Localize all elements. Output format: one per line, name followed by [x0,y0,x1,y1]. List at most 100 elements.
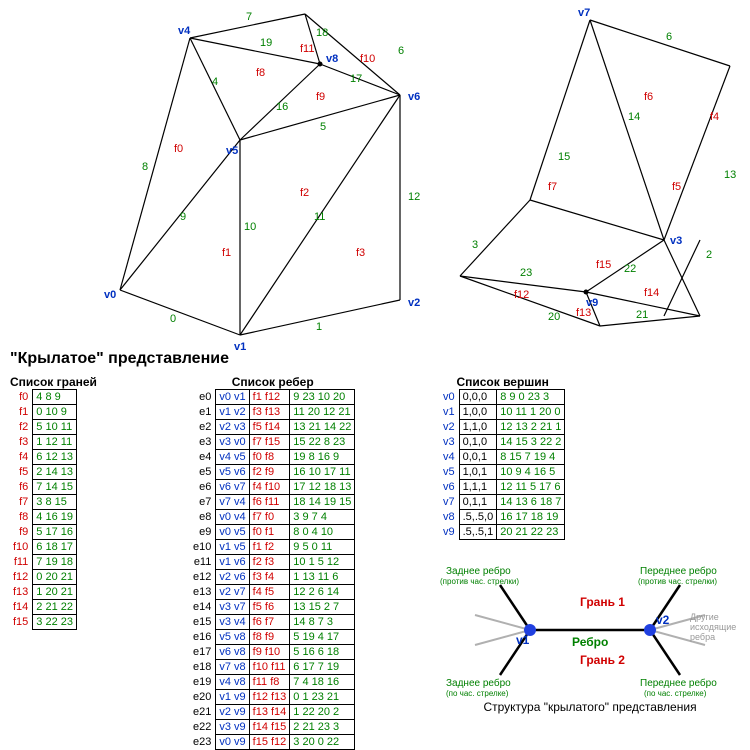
svg-text:f6: f6 [644,91,653,103]
vert-edges: 14 13 6 18 7 [497,495,565,510]
edges-table: e0v0 v1f1 f129 23 10 20e1v1 v2f3 f1311 2… [190,389,355,750]
edge-verts: v0 v9 [216,735,249,750]
edge-faces: f2 f9 [249,465,290,480]
svg-text:v4: v4 [178,25,191,37]
svg-text:f2: f2 [300,187,309,199]
table-row: v61,1,112 11 5 17 6 [440,480,565,495]
svg-text:16: 16 [276,101,288,113]
edge-verts: v5 v8 [216,630,249,645]
edge-verts: v1 v6 [216,555,249,570]
struct-front-cw-sub: (по час. стрелке) [644,689,707,698]
edge-faces: f1 f2 [249,540,290,555]
struct-back-cw-sub: (по час. стрелке) [446,689,509,698]
svg-text:14: 14 [628,111,640,123]
table-row: e19v4 v8f11 f87 4 18 16 [190,675,355,690]
vert-id: v0 [440,390,459,405]
table-row: f106 18 17 [10,540,77,555]
struct-other2: исходящие [690,622,736,632]
edge-id: e5 [190,465,216,480]
face-id: f10 [10,540,33,555]
verts-table: v00,0,08 9 0 23 3v11,0,010 11 1 20 0v21,… [440,389,565,540]
table-row: f73 8 15 [10,495,77,510]
edge-wings: 5 19 4 17 [290,630,355,645]
struct-face2: Грань 2 [580,653,625,667]
left-cube-diagram: v4v8v5v6v0v1v2 4718191617568910111201 f8… [0,0,430,350]
face-id: f4 [10,450,33,465]
face-id: f5 [10,465,33,480]
svg-text:v7: v7 [578,7,590,19]
svg-text:10: 10 [244,221,256,233]
edge-id: e20 [190,690,216,705]
svg-text:f7: f7 [548,181,557,193]
face-id: f14 [10,600,33,615]
vert-pos: 0,1,1 [459,495,497,510]
table-row: f31 12 11 [10,435,77,450]
svg-text:15: 15 [558,151,570,163]
table-row: f25 10 11 [10,420,77,435]
face-edges: 5 10 11 [33,420,77,435]
edge-wings: 8 0 4 10 [290,525,355,540]
table-row: e8v0 v4f7 f03 9 7 4 [190,510,355,525]
face-edges: 5 17 16 [33,525,77,540]
edge-faces: f7 f15 [249,435,290,450]
edge-wings: 17 12 18 13 [290,480,355,495]
edge-wings: 9 23 10 20 [290,390,355,405]
edge-wings: 14 8 7 3 [290,615,355,630]
table-row: v70,1,114 13 6 18 7 [440,495,565,510]
table-row: e21v2 v9f13 f141 22 20 2 [190,705,355,720]
face-edges: 2 14 13 [33,465,77,480]
edge-verts: v2 v6 [216,570,249,585]
vert-pos: 1,0,1 [459,465,497,480]
face-edges: 3 8 15 [33,495,77,510]
face-edges: 7 19 18 [33,555,77,570]
struct-face1: Грань 1 [580,595,625,609]
edge-wings: 12 2 6 14 [290,585,355,600]
edge-faces: f5 f6 [249,600,290,615]
table-row: v21,1,012 13 2 21 1 [440,420,565,435]
edge-id: e22 [190,720,216,735]
edge-faces: f0 f8 [249,450,290,465]
table-row: f153 22 23 [10,615,77,630]
table-row: e1v1 v2f3 f1311 20 12 21 [190,405,355,420]
edge-id: e23 [190,735,216,750]
edge-wings: 15 22 8 23 [290,435,355,450]
svg-text:19: 19 [260,37,272,49]
svg-text:5: 5 [320,121,326,133]
edge-wings: 1 22 20 2 [290,705,355,720]
vert-id: v4 [440,450,459,465]
table-row: e4v4 v5f0 f819 8 16 9 [190,450,355,465]
edge-id: e19 [190,675,216,690]
vert-pos: 1,1,1 [459,480,497,495]
face-edges: 6 18 17 [33,540,77,555]
struct-v1: v1 [516,633,530,647]
edge-id: e6 [190,480,216,495]
edge-verts: v7 v8 [216,660,249,675]
table-row: e5v5 v6f2 f916 10 17 11 [190,465,355,480]
vert-edges: 14 15 3 22 2 [497,435,565,450]
svg-text:v3: v3 [670,235,682,247]
face-edges: 2 21 22 [33,600,77,615]
edge-verts: v6 v7 [216,480,249,495]
edge-faces: f9 f10 [249,645,290,660]
svg-text:21: 21 [636,309,648,321]
edge-verts: v2 v3 [216,420,249,435]
edge-faces: f10 f11 [249,660,290,675]
edge-id: e8 [190,510,216,525]
struct-back-ccw-sub: (против час. стрелки) [440,577,519,586]
face-edges: 3 22 23 [33,615,77,630]
edge-id: e17 [190,645,216,660]
edge-faces: f4 f10 [249,480,290,495]
table-row: e10v1 v5f1 f29 5 0 11 [190,540,355,555]
verts-table-title: Список вершин [440,375,565,389]
vert-id: v5 [440,465,459,480]
table-row: f10 10 9 [10,405,77,420]
table-row: e6v6 v7f4 f1017 12 18 13 [190,480,355,495]
edge-id: e7 [190,495,216,510]
edge-faces: f3 f13 [249,405,290,420]
svg-text:f0: f0 [174,143,183,155]
face-id: f7 [10,495,33,510]
edge-verts: v5 v6 [216,465,249,480]
table-row: f84 16 19 [10,510,77,525]
face-id: f15 [10,615,33,630]
structure-diagram: v1 v2 Ребро Грань 1 Грань 2 Заднее ребро… [440,560,740,700]
